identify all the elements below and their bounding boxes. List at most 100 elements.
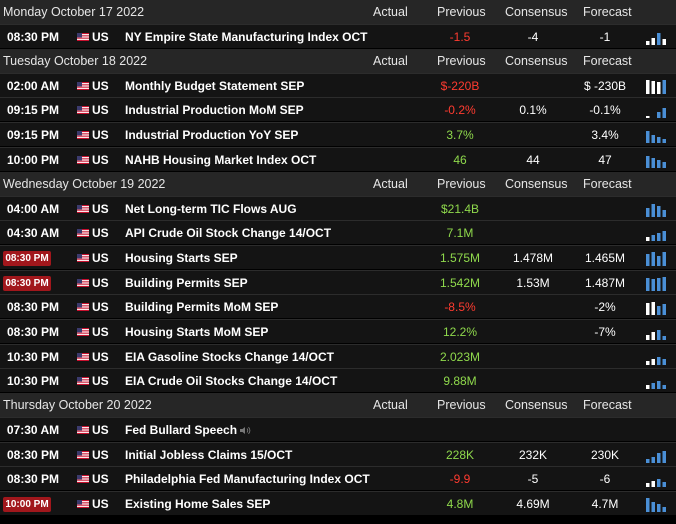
mini-bar-chart-icon[interactable] (644, 201, 668, 217)
country-code: US (92, 423, 109, 437)
forecast-value: 4.7M (591, 497, 619, 511)
event-name[interactable]: Fed Bullard Speech (125, 418, 251, 442)
event-row[interactable]: 07:30 AM US Fed Bullard Speech (0, 417, 676, 441)
mini-bar-chart-icon[interactable] (644, 29, 668, 45)
column-header-consensus[interactable]: Consensus (505, 398, 568, 413)
event-time: 04:00 AM (6, 202, 60, 216)
event-name[interactable]: Existing Home Sales SEP (125, 492, 270, 516)
country-code: US (92, 276, 109, 290)
event-row[interactable]: 04:00 AM US Net Long-term TIC Flows AUG $21… (0, 196, 676, 220)
event-row[interactable]: 04:30 AM US API Crude Oil Stock Change 14/… (0, 220, 676, 244)
mini-bar-chart-icon[interactable] (644, 447, 668, 463)
event-name-text: API Crude Oil Stock Change 14/OCT (125, 226, 332, 240)
mini-bar-chart-icon[interactable] (644, 275, 668, 291)
mini-bar-chart-icon[interactable] (644, 373, 668, 389)
event-row[interactable]: 10:30 PM US EIA Gasoline Stocks Change 14/… (0, 344, 676, 368)
mini-bar-chart-icon[interactable] (644, 102, 668, 118)
day-header: Thursday October 20 2022 Actual Previous Co… (0, 393, 676, 418)
column-header-consensus[interactable]: Consensus (505, 53, 568, 68)
event-time: 08:30 PM (3, 251, 51, 266)
mini-bar-chart-icon[interactable] (644, 349, 668, 365)
event-row[interactable]: 08:30 PM US Housing Starts SEP 1.575M 1.478M… (0, 245, 676, 269)
us-flag-icon (77, 82, 89, 90)
event-name-text: Building Permits MoM SEP (125, 300, 279, 314)
event-name-text: Existing Home Sales SEP (125, 497, 271, 511)
forecast-value: -0.1% (589, 103, 621, 117)
event-row[interactable]: 08:30 PM US NY Empire State Manufacturing … (0, 24, 676, 48)
event-row[interactable]: 09:15 PM US Industrial Production MoM SEP -… (0, 97, 676, 121)
event-name[interactable]: Housing Starts SEP (125, 246, 238, 270)
event-name[interactable]: Industrial Production MoM SEP (125, 98, 304, 122)
consensus-value (503, 295, 563, 319)
forecast-value: 230K (590, 448, 620, 462)
event-name[interactable]: EIA Gasoline Stocks Change 14/OCT (125, 345, 334, 369)
day-header: Tuesday October 18 2022 Actual Previous Con… (0, 48, 676, 73)
actual-value (366, 123, 416, 147)
event-name[interactable]: EIA Crude Oil Stocks Change 14/OCT (125, 369, 337, 393)
event-row[interactable]: 08:30 PM US Housing Starts MoM SEP 12.2% -7% (0, 319, 676, 343)
column-header-actual[interactable]: Actual (373, 398, 408, 413)
event-name-text: Philadelphia Fed Manufacturing Index OCT (125, 472, 370, 486)
event-row[interactable]: 10:00 PM US NAHB Housing Market Index OCT 4… (0, 147, 676, 171)
consensus-value: 1.53M (516, 276, 550, 290)
country-code: US (92, 103, 109, 117)
us-flag-icon (77, 377, 89, 385)
column-header-actual[interactable]: Actual (373, 53, 408, 68)
event-name[interactable]: Philadelphia Fed Manufacturing Index OCT (125, 467, 370, 491)
event-row[interactable]: 08:30 PM US Building Permits MoM SEP -8.5% -… (0, 294, 676, 318)
event-row[interactable]: 09:15 PM US Industrial Production YoY SEP 3… (0, 122, 676, 146)
actual-value (366, 369, 416, 393)
forecast-value: -1 (599, 30, 611, 44)
column-header-previous[interactable]: Previous (437, 176, 486, 191)
mini-bar-chart-icon[interactable] (644, 152, 668, 168)
forecast-value: -2% (594, 300, 616, 314)
column-header-actual[interactable]: Actual (373, 176, 408, 191)
us-flag-icon (77, 303, 89, 311)
event-name[interactable]: Building Permits SEP (125, 271, 248, 295)
event-row[interactable]: 10:00 PM US Existing Home Sales SEP 4.8M 4.6… (0, 491, 676, 515)
column-header-actual[interactable]: Actual (373, 5, 408, 19)
consensus-value (503, 345, 563, 369)
actual-value (366, 74, 416, 98)
column-header-forecast[interactable]: Forecast (583, 5, 632, 19)
mini-bar-chart-icon[interactable] (644, 225, 668, 241)
column-header-consensus[interactable]: Consensus (505, 176, 568, 191)
country-code: US (92, 350, 109, 364)
column-header-previous[interactable]: Previous (437, 53, 486, 68)
mini-bar-chart-icon[interactable] (644, 496, 668, 512)
mini-bar-chart-icon[interactable] (644, 471, 668, 487)
event-name[interactable]: Net Long-term TIC Flows AUG (125, 197, 297, 221)
column-header-previous[interactable]: Previous (437, 398, 486, 413)
mini-bar-chart-icon[interactable] (644, 299, 668, 315)
mini-bar-chart-icon[interactable] (644, 324, 668, 340)
country-code: US (92, 497, 109, 511)
column-header-forecast[interactable]: Forecast (583, 398, 632, 413)
column-header-forecast[interactable]: Forecast (583, 53, 632, 68)
column-header-previous[interactable]: Previous (437, 5, 486, 19)
event-name-text: Building Permits SEP (125, 276, 248, 290)
event-row[interactable]: 08:30 PM US Philadelphia Fed Manufacturing… (0, 466, 676, 490)
event-name[interactable]: NAHB Housing Market Index OCT (125, 148, 316, 172)
event-name[interactable]: API Crude Oil Stock Change 14/OCT (125, 221, 331, 245)
event-name[interactable]: Industrial Production YoY SEP (125, 123, 298, 147)
previous-value (430, 418, 490, 442)
event-time: 10:30 PM (6, 374, 60, 388)
event-name[interactable]: Housing Starts MoM SEP (125, 320, 268, 344)
mini-bar-chart-icon[interactable] (644, 250, 668, 266)
event-time: 04:30 AM (6, 226, 60, 240)
event-row[interactable]: 08:30 PM US Building Permits SEP 1.542M 1.53… (0, 270, 676, 294)
event-row[interactable]: 08:30 PM US Initial Jobless Claims 15/OCT 2… (0, 442, 676, 466)
forecast-value (575, 221, 635, 245)
event-name[interactable]: NY Empire State Manufacturing Index OCT (125, 25, 367, 49)
event-row[interactable]: 02:00 AM US Monthly Budget Statement SEP $-… (0, 73, 676, 97)
event-time: 10:30 PM (6, 350, 60, 364)
mini-bar-chart-icon[interactable] (644, 78, 668, 94)
column-header-forecast[interactable]: Forecast (583, 176, 632, 191)
event-row[interactable]: 10:30 PM US EIA Crude Oil Stocks Change 14… (0, 368, 676, 392)
mini-bar-chart-icon[interactable] (644, 127, 668, 143)
column-header-consensus[interactable]: Consensus (505, 5, 568, 19)
event-name[interactable]: Initial Jobless Claims 15/OCT (125, 443, 292, 467)
country-code: US (92, 251, 109, 265)
event-name[interactable]: Monthly Budget Statement SEP (125, 74, 304, 98)
event-name[interactable]: Building Permits MoM SEP (125, 295, 278, 319)
